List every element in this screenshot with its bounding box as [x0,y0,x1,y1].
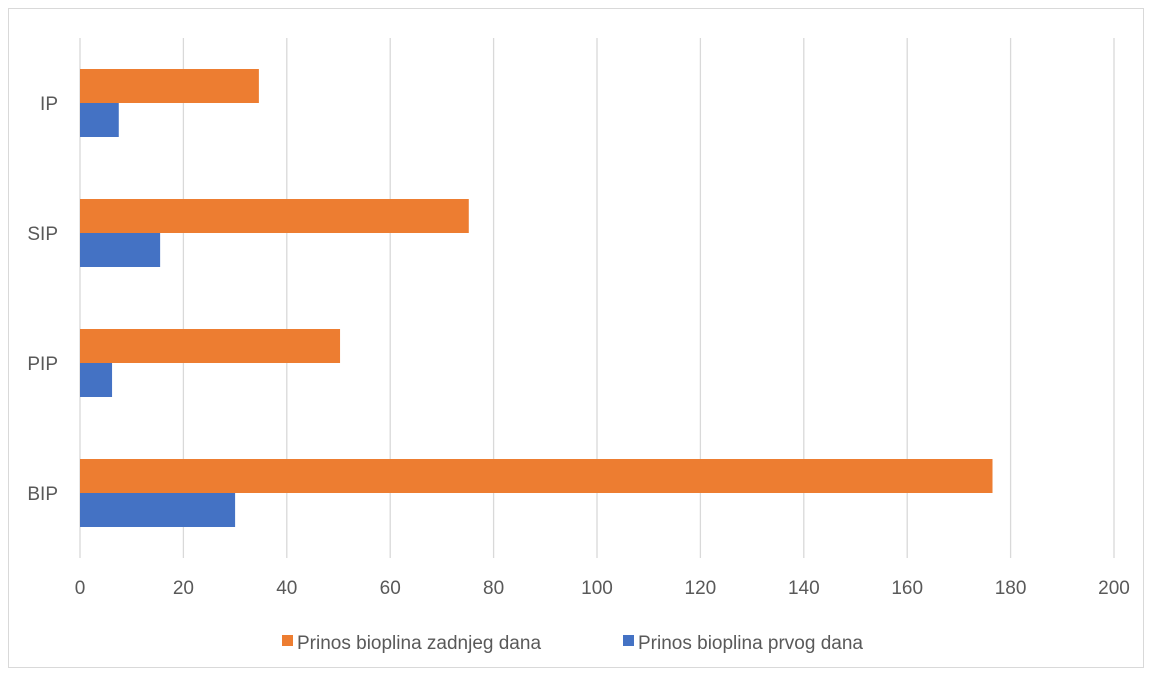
legend-label: Prinos bioplina zadnjeg dana [297,633,541,654]
x-tick-label: 180 [995,578,1027,599]
bar-sip-series-0 [80,233,161,267]
x-tick-label: 40 [276,578,297,599]
bar-pip-series-1 [80,329,341,363]
bar-pip-series-0 [80,363,113,397]
x-tick-label: 0 [75,578,86,599]
legend: Prinos bioplina zadnjeg dana Prinos biopl… [282,633,863,654]
x-tick-label: 160 [891,578,923,599]
bar-sip-series-1 [80,199,469,233]
bar-bip-series-0 [80,493,236,527]
x-tick-label: 100 [581,578,613,599]
category-label: BIP [27,484,58,505]
category-label: IP [40,94,58,115]
x-tick-label: 120 [685,578,717,599]
legend-label: Prinos bioplina prvog dana [638,633,863,654]
x-tick-labels: 0 20 40 60 80 100 120 140 160 180 200 [75,578,1130,599]
bar-ip-series-0 [80,103,119,137]
x-tick-label: 140 [788,578,820,599]
x-tick-label: 60 [380,578,401,599]
legend-swatch [282,635,293,646]
bar-ip-series-1 [80,69,259,103]
category-label: SIP [27,224,58,245]
x-tick-label: 200 [1098,578,1130,599]
x-tick-label: 20 [173,578,194,599]
category-label: PIP [27,354,58,375]
bar-bip-series-1 [80,459,993,493]
category-labels: BIP PIP SIP IP [27,94,58,505]
x-tick-label: 80 [483,578,504,599]
legend-swatch [623,635,634,646]
bars [80,69,993,527]
